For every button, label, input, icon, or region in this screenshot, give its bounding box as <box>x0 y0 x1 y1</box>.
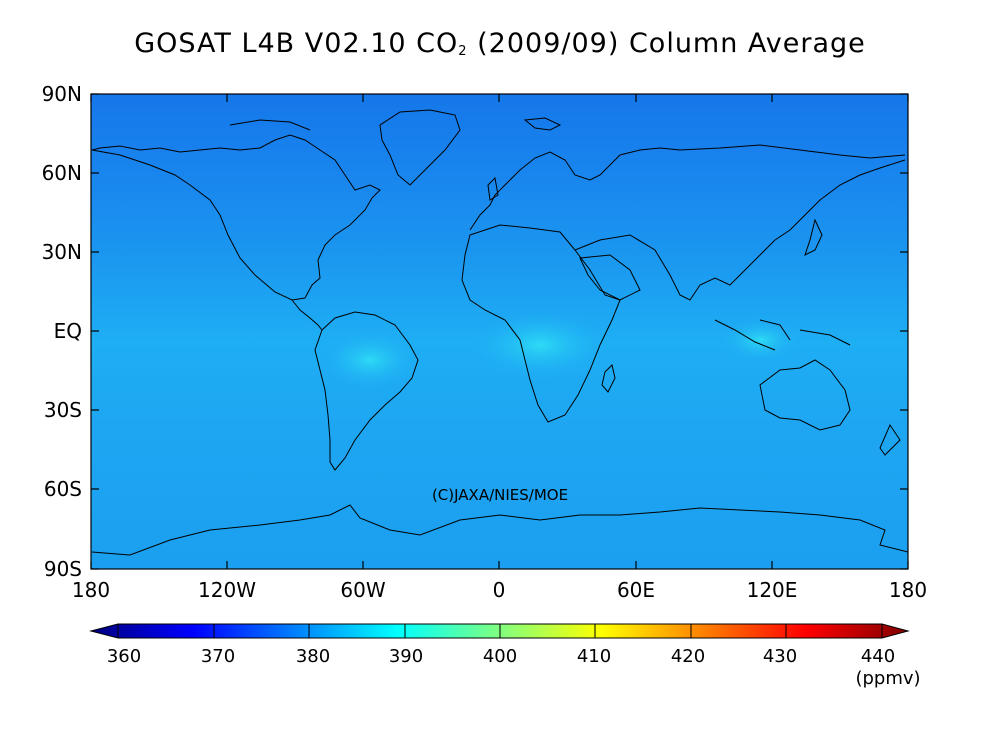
indonesia-outline <box>714 319 851 351</box>
map-title: GOSAT L4B V02.10 CO2 (2009/09) Column Av… <box>0 28 1000 59</box>
asia-outline <box>574 144 906 301</box>
lon-tick-label: 180 <box>889 578 927 602</box>
lat-tick-label: 60S <box>44 477 82 501</box>
lon-tick-label: 60W <box>340 578 385 602</box>
colorbar-tick-label: 420 <box>671 646 705 667</box>
south-america-outline <box>314 311 419 471</box>
uk-outline <box>487 176 499 201</box>
high-co2-south-america <box>320 330 420 390</box>
arabia-outline <box>579 254 641 301</box>
lat-tick-label: 90N <box>42 82 82 106</box>
lon-tick-label: 60E <box>617 578 655 602</box>
title-suffix: (2009/09) Column Average <box>477 28 866 59</box>
lon-tick-label: 120W <box>198 578 256 602</box>
central-america-outline <box>291 299 323 331</box>
colorbar-tick-label: 440 <box>861 646 895 667</box>
new-zealand-outline <box>879 423 901 456</box>
lon-tick-label: 0 <box>493 578 506 602</box>
lon-tick-label: 180 <box>72 578 110 602</box>
greenland-outline <box>379 109 461 186</box>
colorbar-tick-label: 410 <box>577 646 611 667</box>
colorbar-unit: (ppmv) <box>855 668 920 689</box>
lat-tick-label: 60N <box>42 161 82 185</box>
colorbar-tick-label: 380 <box>296 646 330 667</box>
title-main: GOSAT L4B V02.10 CO <box>134 28 459 59</box>
colorbar-tick-label: 370 <box>201 646 235 667</box>
colorbar-tick-label: 430 <box>763 646 797 667</box>
lat-tick-label: 90S <box>44 557 82 581</box>
lat-tick-label: 30S <box>44 398 82 422</box>
australia-outline <box>759 359 851 431</box>
africa-outline <box>461 224 621 423</box>
colorbar-tick-label: 360 <box>107 646 141 667</box>
arctic-islands-outline <box>229 117 562 131</box>
colorbar-tick-label: 400 <box>483 646 517 667</box>
map-panel: (C)JAXA/NIES/MOE <box>91 94 908 569</box>
lat-tick-label: 30N <box>42 240 82 264</box>
title-subscript: 2 <box>458 44 468 59</box>
lat-axis: 90N 60N 30N EQ 30S 60S 90S <box>42 82 908 581</box>
lat-tick-label: EQ <box>54 319 82 343</box>
coastlines <box>91 109 908 556</box>
colorbar: 360 370 380 390 400 410 420 430 440 (ppm… <box>89 623 921 689</box>
madagascar-outline <box>601 364 616 393</box>
colorbar-tick-label: 390 <box>389 646 423 667</box>
credit-text: (C)JAXA/NIES/MOE <box>432 486 568 504</box>
high-co2-indonesia <box>720 318 800 362</box>
high-co2-africa <box>470 310 610 380</box>
north-america-outline <box>91 134 381 301</box>
lon-tick-label: 120E <box>747 578 798 602</box>
lon-axis: 180 120W 60W 0 60E 120E 180 <box>72 94 927 602</box>
japan-outline <box>804 218 823 256</box>
antarctica-outline <box>91 504 908 556</box>
